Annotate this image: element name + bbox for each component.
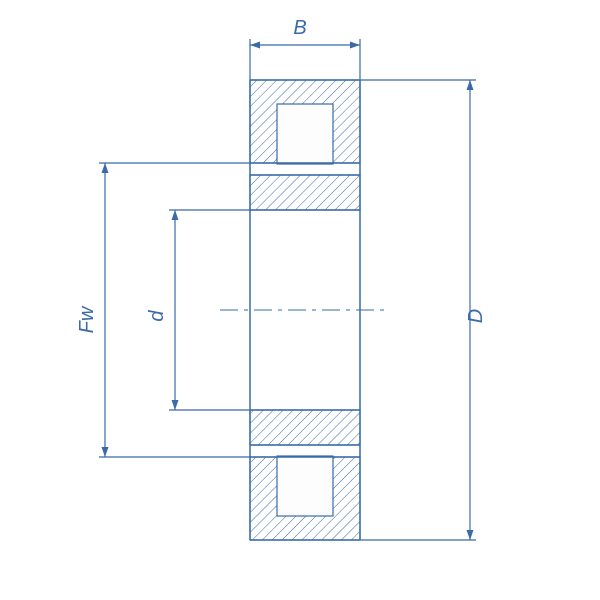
dimension-label: d (146, 310, 168, 322)
inner-ring-top (250, 175, 360, 210)
dimension-label: B (293, 17, 306, 39)
dimension-label: D (465, 309, 487, 323)
inner-ring-bottom (250, 410, 360, 445)
roller-bottom (277, 456, 333, 516)
roller-top (277, 104, 333, 164)
bearing-cross-section-diagram: B Dd Fw (0, 0, 600, 600)
dimension-label: Fw (76, 305, 98, 333)
